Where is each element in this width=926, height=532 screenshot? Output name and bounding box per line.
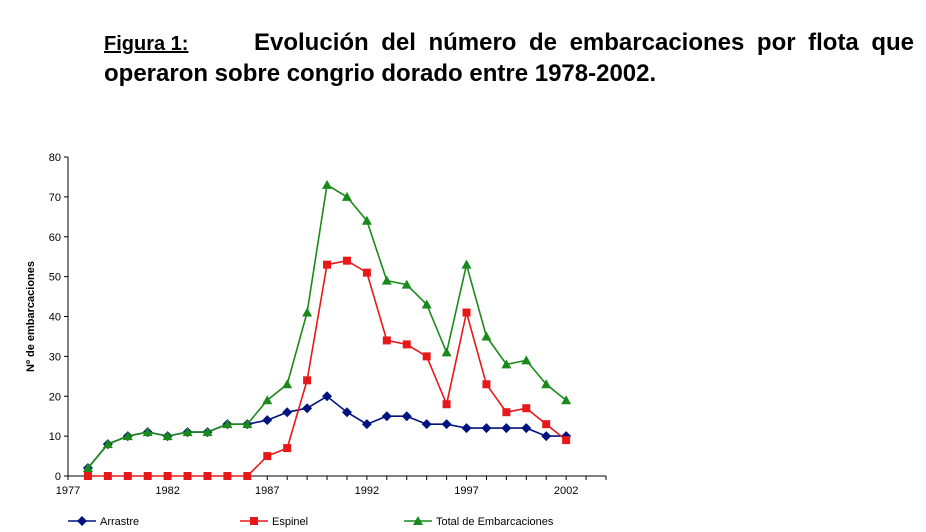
legend-marker-espinel [250, 517, 258, 525]
data-point-total-de-embarcaciones [322, 179, 333, 189]
data-point-total-de-embarcaciones [202, 427, 213, 437]
data-point-espinel [522, 404, 531, 413]
data-point-espinel [83, 472, 92, 480]
legend-label-total-de-embarcaciones: Total de Embarcaciones [436, 516, 554, 528]
data-point-total-de-embarcaciones [282, 379, 293, 389]
x-tick-label: 1992 [355, 485, 379, 497]
legend-label-arrastre: Arrastre [100, 516, 139, 528]
figure-heading: Figura 1: Evolución del número de embarc… [104, 28, 914, 89]
data-point-arrastre [381, 411, 392, 422]
x-tick-label: 1982 [155, 485, 179, 497]
data-point-total-de-embarcaciones [142, 427, 153, 437]
data-point-espinel [183, 472, 192, 480]
y-tick-label: 40 [49, 312, 61, 324]
data-point-total-de-embarcaciones [561, 395, 572, 405]
data-point-arrastre [341, 407, 352, 418]
data-point-espinel [223, 472, 232, 480]
data-point-total-de-embarcaciones [341, 191, 352, 201]
data-point-total-de-embarcaciones [381, 275, 392, 285]
data-point-espinel [542, 420, 551, 429]
data-point-espinel [562, 436, 571, 445]
data-point-arrastre [302, 403, 313, 414]
data-point-total-de-embarcaciones [242, 419, 253, 429]
data-point-espinel [283, 444, 292, 453]
data-point-arrastre [262, 415, 273, 426]
legend-marker-total-de-embarcaciones [413, 516, 423, 525]
data-point-total-de-embarcaciones [302, 307, 313, 317]
data-point-espinel [143, 472, 152, 480]
data-point-arrastre [282, 407, 293, 418]
data-point-espinel [362, 268, 371, 277]
data-point-total-de-embarcaciones [262, 395, 273, 405]
data-point-total-de-embarcaciones [541, 379, 552, 389]
data-point-espinel [263, 452, 272, 461]
data-point-arrastre [481, 423, 492, 434]
data-point-total-de-embarcaciones [182, 427, 193, 437]
data-point-espinel [402, 340, 411, 349]
y-tick-label: 60 [49, 232, 61, 244]
data-point-espinel [123, 472, 132, 480]
data-point-total-de-embarcaciones [441, 347, 452, 357]
data-point-arrastre [401, 411, 412, 422]
x-tick-label: 1977 [56, 485, 80, 497]
data-point-espinel [382, 336, 391, 345]
figure-label: Figura 1: [104, 33, 189, 55]
data-point-arrastre [461, 423, 472, 434]
y-tick-label: 50 [49, 272, 61, 284]
series-line-total-de-embarcaciones [87, 183, 567, 469]
y-tick-label: 70 [49, 192, 61, 204]
y-axis-label: Nº de embarcaciones [25, 261, 37, 372]
data-point-arrastre [361, 419, 372, 430]
data-point-total-de-embarcaciones [162, 431, 173, 441]
data-point-espinel [163, 472, 172, 480]
data-point-espinel [422, 352, 431, 361]
data-point-espinel [303, 376, 312, 385]
data-point-total-de-embarcaciones [122, 431, 133, 441]
x-tick-label: 1987 [255, 485, 279, 497]
data-point-espinel [502, 408, 511, 417]
data-point-total-de-embarcaciones [501, 359, 512, 369]
x-tick-label: 1997 [454, 485, 478, 497]
data-point-total-de-embarcaciones [401, 279, 412, 289]
series-line-espinel [87, 259, 567, 477]
y-tick-label: 20 [49, 391, 61, 403]
y-tick-label: 10 [49, 431, 61, 443]
data-point-total-de-embarcaciones [461, 259, 472, 269]
data-point-espinel [342, 256, 351, 265]
data-point-espinel [243, 472, 252, 480]
data-point-arrastre [421, 419, 432, 430]
data-point-arrastre [322, 391, 333, 402]
figure-title-line2: operaron sobre congrio dorado entre 1978… [104, 60, 657, 87]
data-point-espinel [203, 472, 212, 480]
data-point-total-de-embarcaciones [222, 419, 233, 429]
x-tick-label: 2002 [554, 485, 578, 497]
data-point-total-de-embarcaciones [102, 439, 113, 449]
data-point-arrastre [521, 423, 532, 434]
y-tick-label: 30 [49, 351, 61, 363]
data-point-total-de-embarcaciones [82, 463, 93, 473]
data-point-arrastre [541, 431, 552, 442]
data-point-espinel [323, 260, 332, 269]
data-point-arrastre [501, 423, 512, 434]
legend-label-espinel: Espinel [272, 516, 308, 528]
data-point-espinel [442, 400, 451, 409]
data-point-total-de-embarcaciones [361, 215, 372, 225]
legend-marker-arrastre [77, 516, 87, 526]
y-tick-label: 80 [49, 152, 61, 164]
data-point-espinel [103, 472, 112, 480]
figure-title-line1: Evolución del número de embarcaciones po… [254, 29, 914, 56]
data-point-espinel [462, 308, 471, 317]
data-point-total-de-embarcaciones [421, 299, 432, 309]
data-point-total-de-embarcaciones [521, 355, 532, 365]
data-point-total-de-embarcaciones [481, 331, 492, 341]
data-point-arrastre [441, 419, 452, 430]
data-point-espinel [482, 380, 491, 389]
series-line-arrastre [87, 395, 567, 469]
y-tick-label: 0 [55, 471, 61, 483]
